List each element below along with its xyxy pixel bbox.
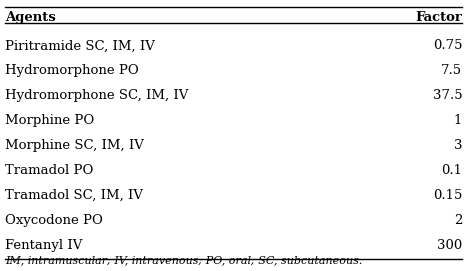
Text: Piritramide SC, IM, IV: Piritramide SC, IM, IV — [5, 39, 155, 52]
Text: 0.75: 0.75 — [433, 39, 462, 52]
Text: Fentanyl IV: Fentanyl IV — [5, 239, 82, 252]
Text: 2: 2 — [454, 214, 462, 227]
Text: 0.1: 0.1 — [441, 164, 462, 177]
Text: 7.5: 7.5 — [441, 64, 462, 77]
Text: 0.15: 0.15 — [433, 189, 462, 202]
Text: Tramadol PO: Tramadol PO — [5, 164, 93, 177]
Text: Oxycodone PO: Oxycodone PO — [5, 214, 102, 227]
Text: Agents: Agents — [5, 11, 55, 24]
Text: Hydromorphone SC, IM, IV: Hydromorphone SC, IM, IV — [5, 89, 188, 102]
Text: Tramadol SC, IM, IV: Tramadol SC, IM, IV — [5, 189, 143, 202]
Text: Factor: Factor — [415, 11, 462, 24]
Text: 37.5: 37.5 — [432, 89, 462, 102]
Text: IM, intramuscular; IV, intravenous; PO, oral; SC, subcutaneous.: IM, intramuscular; IV, intravenous; PO, … — [5, 256, 362, 266]
Text: 300: 300 — [437, 239, 462, 252]
Text: Hydromorphone PO: Hydromorphone PO — [5, 64, 138, 77]
Text: Morphine PO: Morphine PO — [5, 114, 94, 127]
Text: 1: 1 — [454, 114, 462, 127]
Text: 3: 3 — [454, 139, 462, 152]
Text: Morphine SC, IM, IV: Morphine SC, IM, IV — [5, 139, 144, 152]
